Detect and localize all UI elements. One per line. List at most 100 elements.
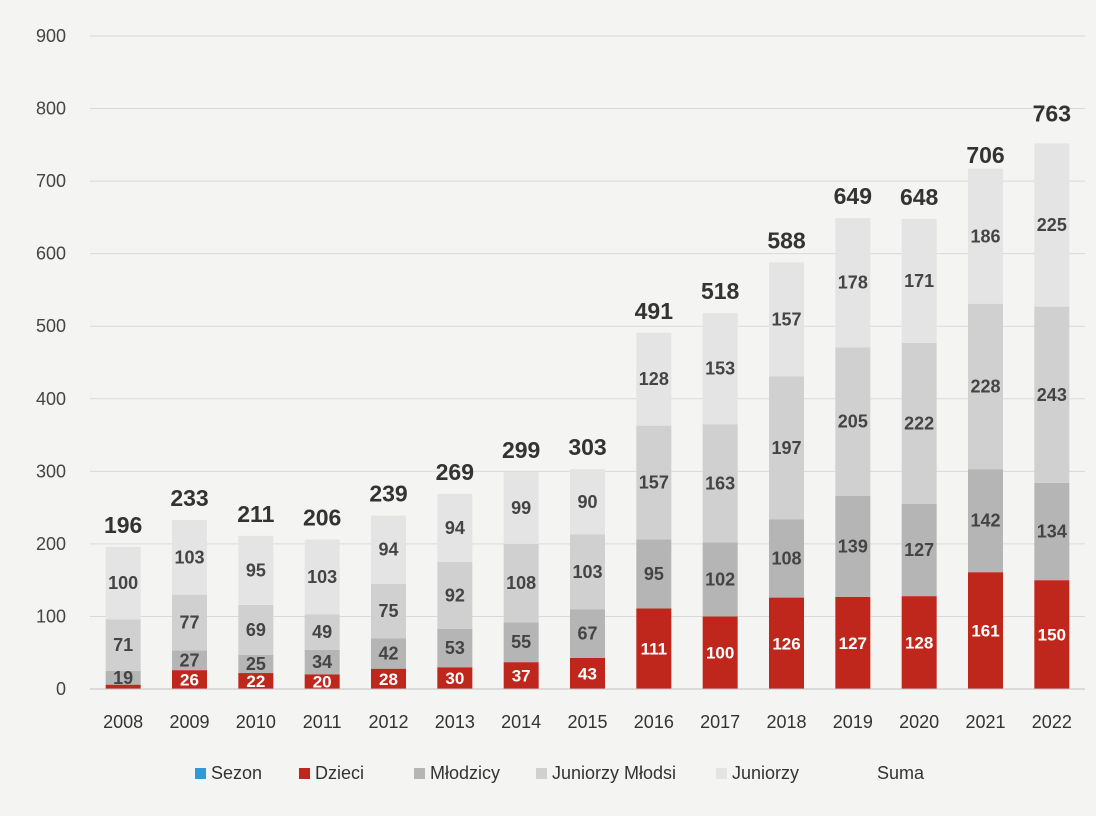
total-labels: 196 233 211 206 239 269 299 303 491 518 588 649 648 7… bbox=[104, 100, 1071, 537]
bar-juniorzy-2011 bbox=[304, 539, 340, 615]
data-label-juniorzy-młodsi: 75 bbox=[378, 601, 398, 621]
data-label-młodzicy: 139 bbox=[838, 536, 868, 556]
bar-juniorzy-młodsi-2010 bbox=[238, 604, 274, 655]
bar-dzieci-2008 bbox=[105, 684, 141, 689]
data-label-juniorzy: 128 bbox=[639, 369, 669, 389]
data-label-juniorzy-młodsi: 157 bbox=[639, 473, 669, 493]
bar-młodzicy-2022 bbox=[1034, 482, 1070, 581]
data-label-młodzicy: 25 bbox=[246, 654, 266, 674]
bar-młodzicy-2018 bbox=[769, 519, 804, 598]
x-tick-label: 2008 bbox=[103, 712, 143, 732]
total-label-2011: 206 bbox=[303, 505, 341, 531]
bar-juniorzy-2019 bbox=[835, 218, 871, 348]
x-tick-label: 2019 bbox=[833, 712, 873, 732]
bar-juniorzy-2010 bbox=[238, 535, 274, 605]
x-tick-label: 2020 bbox=[899, 712, 939, 732]
y-axis: 0 100 200 300 400 500 600 700 800 900 bbox=[36, 26, 66, 699]
bar-młodzicy-2015 bbox=[570, 609, 605, 658]
bars bbox=[105, 143, 1070, 689]
bar-dzieci-2020 bbox=[901, 596, 937, 689]
bar-młodzicy-2017 bbox=[702, 542, 738, 617]
data-label-juniorzy: 95 bbox=[246, 560, 266, 580]
total-label-2015: 303 bbox=[568, 434, 606, 460]
bar-juniorzy-młodsi-2009 bbox=[172, 594, 207, 651]
bar-juniorzy-2016 bbox=[636, 332, 672, 426]
y-tick-label: 800 bbox=[36, 99, 66, 119]
bar-młodzicy-2019 bbox=[835, 496, 871, 597]
data-label-juniorzy-młodsi: 205 bbox=[838, 412, 868, 432]
legend-swatch-dzieci bbox=[299, 768, 310, 779]
bar-juniorzy-2014 bbox=[503, 472, 539, 544]
data-label-juniorzy: 171 bbox=[904, 271, 934, 291]
bar-dzieci-2018 bbox=[769, 597, 804, 689]
bar-juniorzy-młodsi-2015 bbox=[570, 534, 605, 610]
bar-dzieci-2011 bbox=[304, 674, 340, 689]
bar-juniorzy-młodsi-2018 bbox=[769, 376, 804, 520]
bar-młodzicy-2012 bbox=[371, 638, 406, 669]
total-label-2008: 196 bbox=[104, 512, 142, 538]
bar-juniorzy-2009 bbox=[172, 519, 207, 595]
data-label-młodzicy: 67 bbox=[577, 623, 597, 643]
bar-juniorzy-młodsi-2014 bbox=[503, 543, 539, 623]
x-tick-label: 2010 bbox=[236, 712, 276, 732]
x-tick-label: 2021 bbox=[965, 712, 1005, 732]
bar-młodzicy-2009 bbox=[172, 650, 207, 671]
bar-młodzicy-2020 bbox=[901, 503, 937, 597]
bar-młodzicy-2021 bbox=[968, 469, 1003, 573]
data-label-juniorzy: 178 bbox=[838, 273, 868, 293]
bar-juniorzy-młodsi-2011 bbox=[304, 614, 340, 650]
bar-dzieci-2013 bbox=[437, 667, 473, 689]
data-label-juniorzy-młodsi: 71 bbox=[113, 635, 133, 655]
legend-swatch-juniorzy bbox=[716, 768, 727, 779]
total-label-2022: 763 bbox=[1033, 100, 1071, 126]
total-label-2013: 269 bbox=[436, 459, 474, 485]
total-label-2016: 491 bbox=[635, 298, 674, 324]
bar-młodzicy-2013 bbox=[437, 628, 473, 668]
total-label-2010: 211 bbox=[237, 501, 274, 527]
x-axis: 2008 2009 2010 2011 2012 2013 2014 2015 2016 2017… bbox=[90, 688, 1085, 732]
data-label-młodzicy: 27 bbox=[179, 650, 199, 670]
y-tick-label: 300 bbox=[36, 461, 66, 481]
data-label-juniorzy: 225 bbox=[1037, 215, 1067, 235]
data-label-juniorzy-młodsi: 69 bbox=[246, 620, 266, 640]
bar-młodzicy-2011 bbox=[304, 649, 340, 675]
data-label-juniorzy-młodsi: 163 bbox=[705, 473, 735, 493]
data-label-młodzicy: 134 bbox=[1037, 522, 1067, 542]
bar-młodzicy-2008 bbox=[105, 670, 141, 685]
legend-label-juniorzy: Juniorzy bbox=[732, 763, 799, 783]
bar-dzieci-2016 bbox=[636, 608, 672, 689]
x-tick-label: 2011 bbox=[303, 712, 342, 732]
legend-label-suma: Suma bbox=[877, 763, 925, 783]
legend-swatch-sezon bbox=[195, 768, 206, 779]
data-label-młodzicy: 95 bbox=[644, 564, 664, 584]
data-label-młodzicy: 42 bbox=[378, 643, 398, 663]
legend: Sezon Dzieci Młodzicy Juniorzy Młodsi Junior… bbox=[195, 763, 925, 783]
y-tick-label: 400 bbox=[36, 389, 66, 409]
bar-juniorzy-2017 bbox=[702, 313, 738, 425]
bar-dzieci-2022 bbox=[1034, 580, 1070, 689]
x-tick-label: 2017 bbox=[700, 712, 740, 732]
data-label-juniorzy-młodsi: 77 bbox=[179, 613, 199, 633]
data-label-juniorzy: 157 bbox=[771, 309, 801, 329]
bar-juniorzy-młodsi-2020 bbox=[901, 342, 937, 504]
data-label-dzieci: 150 bbox=[1038, 626, 1066, 645]
bar-dzieci-2019 bbox=[835, 596, 871, 689]
data-label-juniorzy-młodsi: 197 bbox=[771, 438, 801, 458]
bar-juniorzy-młodsi-2012 bbox=[371, 583, 406, 639]
total-label-2017: 518 bbox=[701, 278, 740, 304]
data-label-juniorzy-młodsi: 92 bbox=[445, 585, 465, 605]
total-label-2021: 706 bbox=[966, 142, 1004, 168]
data-label-dzieci: 43 bbox=[578, 664, 597, 683]
x-tick-label: 2018 bbox=[766, 712, 806, 732]
data-label-juniorzy: 103 bbox=[174, 547, 204, 567]
data-label-dzieci: 126 bbox=[772, 634, 800, 653]
x-tick-label: 2014 bbox=[501, 712, 541, 732]
bar-juniorzy-młodsi-2016 bbox=[636, 425, 672, 540]
data-label-dzieci: 37 bbox=[512, 667, 531, 686]
legend-label-sezon: Sezon bbox=[211, 763, 262, 783]
data-label-młodzicy: 142 bbox=[970, 511, 1000, 531]
bar-juniorzy-młodsi-2017 bbox=[702, 424, 738, 543]
bar-juniorzy-2015 bbox=[570, 469, 605, 535]
